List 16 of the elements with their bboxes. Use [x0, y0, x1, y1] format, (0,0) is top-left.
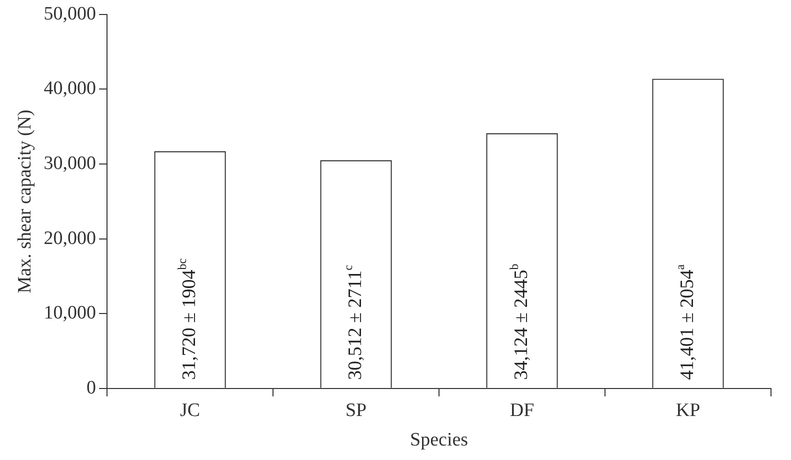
data-label: 34,124 ± 2445b [507, 264, 532, 380]
x-tick-label: DF [510, 400, 534, 421]
x-tick-label: SP [345, 400, 367, 421]
y-tick-label: 20,000 [44, 228, 96, 249]
x-tick-label: KP [676, 400, 700, 421]
data-label: 31,720 ± 1904bc [175, 258, 200, 380]
y-tick-label: 50,000 [44, 3, 96, 24]
x-axis-title: Species [410, 430, 468, 451]
x-tick-label: JC [180, 400, 200, 421]
y-tick-label: 0 [86, 377, 96, 398]
y-tick-label: 30,000 [44, 152, 96, 174]
y-tick-label: 40,000 [44, 78, 96, 100]
y-axis-title: Max. shear capacity (N) [14, 110, 36, 294]
data-label: 30,512 ± 2711c [341, 265, 366, 380]
y-tick-label: 10,000 [44, 302, 96, 324]
data-label: 41,401 ± 2054a [673, 264, 698, 380]
